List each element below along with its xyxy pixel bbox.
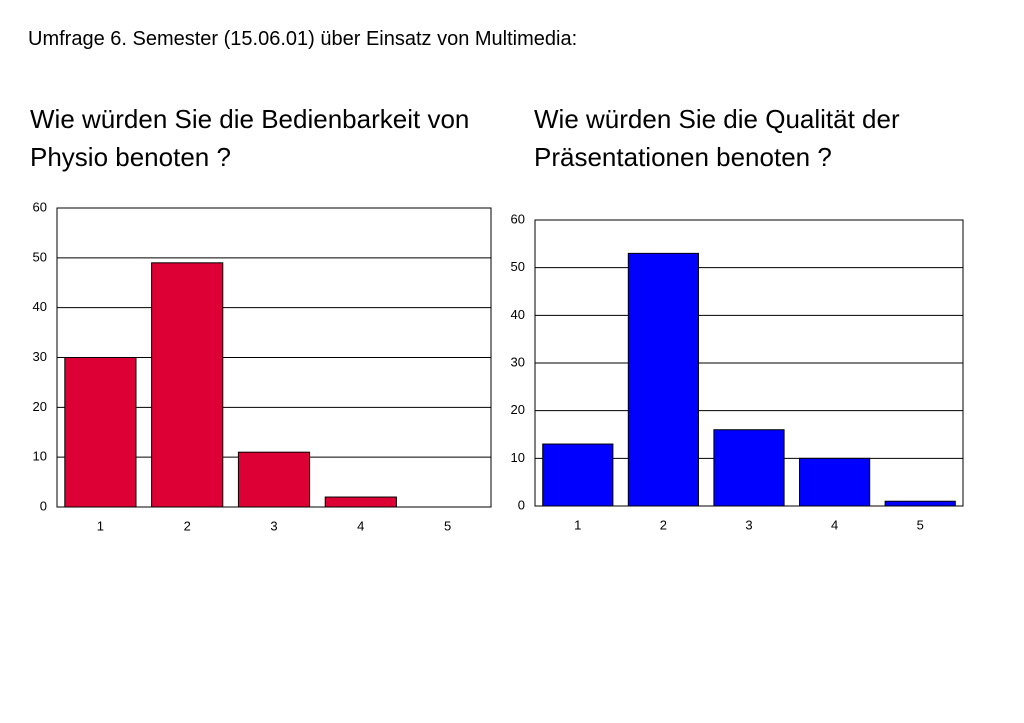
x-tick-label: 5 <box>917 517 924 532</box>
bar <box>799 457 871 507</box>
bar <box>713 429 785 507</box>
bar <box>627 252 699 507</box>
bar <box>884 500 956 507</box>
y-tick-label: 0 <box>518 497 525 512</box>
page-title: Umfrage 6. Semester (15.06.01) über Eins… <box>28 28 578 50</box>
x-tick-label: 1 <box>574 517 581 532</box>
y-tick-label: 50 <box>511 259 525 274</box>
y-tick-label: 30 <box>33 349 47 364</box>
bar <box>324 496 397 508</box>
y-tick-label: 40 <box>33 299 47 314</box>
y-tick-label: 60 <box>511 211 525 226</box>
bar <box>151 262 224 508</box>
x-tick-label: 2 <box>660 517 667 532</box>
y-tick-label: 30 <box>511 354 525 369</box>
y-tick-label: 10 <box>511 450 525 465</box>
bar <box>64 357 137 508</box>
x-tick-label: 4 <box>357 518 364 533</box>
x-tick-label: 5 <box>444 518 451 533</box>
y-tick-label: 20 <box>33 399 47 414</box>
x-tick-label: 3 <box>745 517 752 532</box>
bar <box>237 451 311 508</box>
y-tick-label: 10 <box>33 449 47 464</box>
y-tick-label: 50 <box>33 249 47 264</box>
y-tick-label: 0 <box>40 498 47 513</box>
y-tick-label: 40 <box>511 307 525 322</box>
bar <box>542 443 614 507</box>
y-tick-label: 60 <box>33 199 47 214</box>
x-tick-label: 3 <box>270 518 277 533</box>
chart-title: Wie würden Sie die Bedienbarkeit von Phy… <box>30 104 470 172</box>
x-tick-label: 4 <box>831 517 838 532</box>
x-tick-label: 2 <box>184 518 191 533</box>
chart-title: Wie würden Sie die Qualität der Präsenta… <box>534 104 900 172</box>
y-tick-label: 20 <box>511 402 525 417</box>
x-tick-label: 1 <box>97 518 104 533</box>
